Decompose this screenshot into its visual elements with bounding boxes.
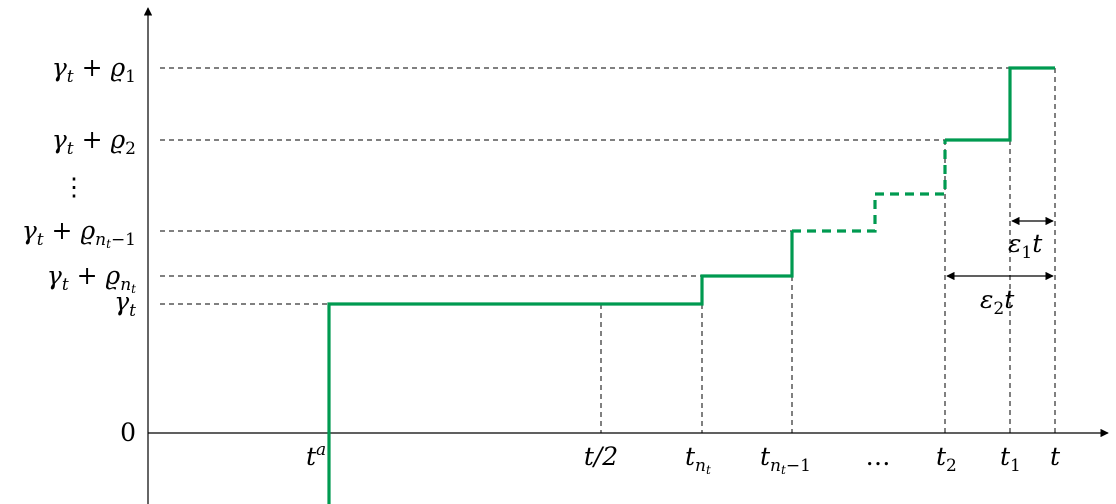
step-segment-start [327,231,794,504]
y-label-gamma-rho-nt-minus1: γt + ϱnt−1 [22,216,136,251]
x-label-t-half: t/2 [584,442,618,471]
x-label-t1: t1 [1000,442,1021,476]
eps1-label: ε1t [1008,229,1043,263]
y-label-zero: 0 [120,418,136,447]
y-label-gamma-rho2: γt + ϱ2 [52,125,136,159]
x-label-t-nt-minus1: tnt−1 [760,442,811,477]
horizontal-guides [160,67,1010,305]
y-label-vdots: ⋮ [62,172,87,201]
y-label-gamma-rho1: γt + ϱ1 [52,53,136,87]
step-segment-end [945,66,1055,142]
vertical-guides [600,68,1056,433]
x-label-t-nt: tnt [685,442,711,477]
step-segment-dashed [792,140,947,233]
x-label-dots: … [866,442,891,471]
step-function [327,66,1055,504]
eps2-label: ε2t [980,285,1015,319]
x-label-t: t [1050,442,1061,471]
x-label-ta: ta [306,440,326,471]
x-label-t2: t2 [936,442,957,476]
